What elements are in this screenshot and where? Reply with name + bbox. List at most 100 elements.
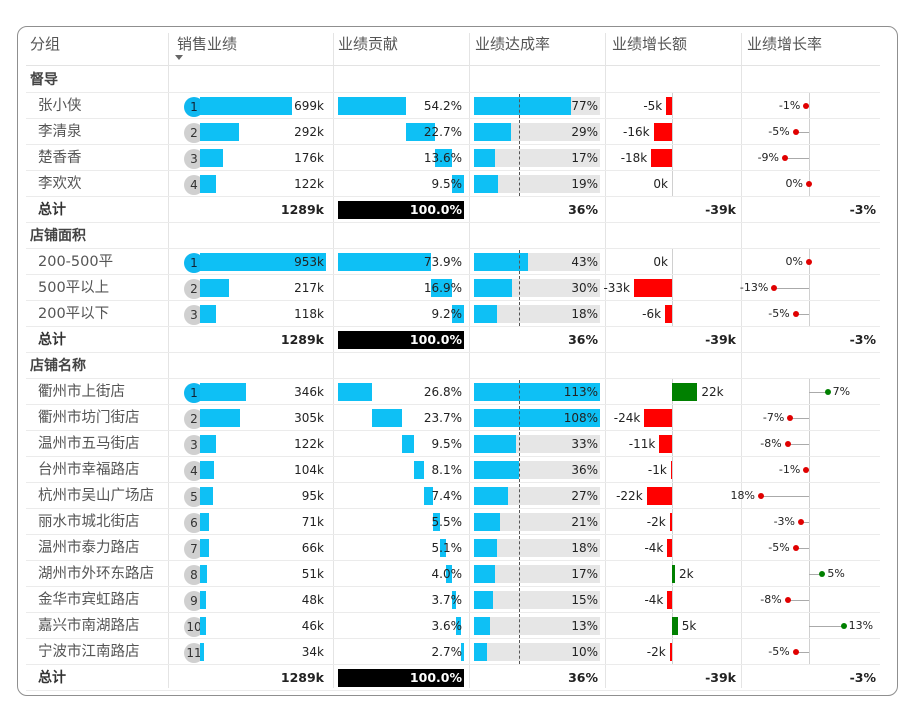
growth-value: 5k <box>681 619 697 633</box>
achievement-target-line <box>519 562 521 586</box>
achievement-track <box>474 643 600 661</box>
sales-value: 48k <box>301 593 324 607</box>
header-group[interactable]: 分组 <box>30 35 61 53</box>
rate-zero-line <box>809 405 810 431</box>
row-divider <box>26 300 880 301</box>
row-name: 200平以下 <box>38 306 110 322</box>
contribution-value: 5.5% <box>431 515 463 529</box>
table-row[interactable]: 温州市泰力路店 7 66k 5.1% 18% -4k -5% <box>26 535 880 561</box>
table-row[interactable]: 嘉兴市南湖路店 10 46k 3.6% 13% 5k 13% <box>26 613 880 639</box>
achievement-bar <box>474 97 572 115</box>
achievement-bar <box>474 383 600 401</box>
contribution-bar <box>446 565 452 583</box>
sales-bar <box>200 487 213 505</box>
sales-value: 122k <box>294 177 324 191</box>
row-divider <box>26 144 880 145</box>
contribution-bar <box>440 539 447 557</box>
sales-bar <box>200 123 239 141</box>
header-contribution[interactable]: 业绩贡献 <box>338 35 399 53</box>
row-divider <box>26 404 880 405</box>
achievement-target-line <box>519 146 521 170</box>
table-row[interactable]: 衢州市上街店 1 346k 26.8% 113% 22k 7% <box>26 379 880 405</box>
rate-value: -5% <box>768 307 790 320</box>
table-row[interactable]: 金华市宾虹路店 9 48k 3.7% 15% -4k -8% <box>26 587 880 613</box>
growth-bar <box>667 539 672 557</box>
table-row[interactable]: 温州市五马街店 3 122k 9.5% 33% -11k -8% <box>26 431 880 457</box>
row-divider <box>26 222 880 223</box>
table-row[interactable]: 楚香香 3 176k 13.6% 17% -18k -9% <box>26 145 880 171</box>
growth-zero-line <box>672 587 673 613</box>
column-divider <box>469 33 470 688</box>
header-growth-amount[interactable]: 业绩增长额 <box>612 35 688 53</box>
rate-value: 0% <box>785 177 803 190</box>
row-name: 温州市泰力路店 <box>38 540 140 556</box>
total-rate: -3% <box>849 670 876 685</box>
achievement-value: 108% <box>563 411 598 425</box>
total-contribution-bar <box>338 669 464 687</box>
header-growth-rate[interactable]: 业绩增长率 <box>747 35 823 53</box>
rate-dot <box>792 129 799 135</box>
table-row[interactable]: 500平以上 2 217k 16.9% 30% -33k -13% <box>26 275 880 301</box>
sales-bar <box>200 461 214 479</box>
achievement-bar <box>474 149 496 167</box>
table-row[interactable]: 李欢欢 4 122k 9.5% 19% 0k 0% <box>26 171 880 197</box>
contribution-value: 3.7% <box>431 593 463 607</box>
rate-dot <box>771 285 778 291</box>
achievement-target-line <box>519 458 521 482</box>
achievement-target-line <box>519 536 521 560</box>
table-row[interactable]: 衢州市坊门街店 2 305k 23.7% 108% -24k -7% <box>26 405 880 431</box>
rate-dot <box>798 519 804 525</box>
sales-value: 95k <box>301 489 324 503</box>
achievement-track <box>474 513 600 531</box>
table-row[interactable]: 200-500平 1 953k 73.9% 43% 0k 0% <box>26 249 880 275</box>
sales-bar <box>200 279 229 297</box>
row-name: 衢州市坊门街店 <box>38 410 140 426</box>
sort-desc-icon[interactable] <box>175 55 183 60</box>
row-divider <box>26 326 880 327</box>
table-row[interactable]: 200平以下 3 118k 9.2% 18% -6k -5% <box>26 301 880 327</box>
sales-bar <box>200 149 224 167</box>
header-sales[interactable]: 销售业绩 <box>177 35 238 53</box>
contribution-bar <box>423 487 434 505</box>
table-row[interactable]: 宁波市江南路店 11 34k 2.7% 10% -2k -5% <box>26 639 880 665</box>
rank-badge: 2 <box>184 409 204 429</box>
table-row[interactable]: 丽水市城北街店 6 71k 5.5% 21% -2k -3% <box>26 509 880 535</box>
sales-bar <box>200 513 210 531</box>
group-header-row: 督导 <box>26 67 880 93</box>
rate-stem <box>801 522 809 523</box>
growth-value: -33k <box>603 281 630 295</box>
table-row[interactable]: 李清泉 2 292k 22.7% 29% -16k -5% <box>26 119 880 145</box>
achievement-target-line <box>519 588 521 612</box>
rank-badge: 4 <box>184 175 204 195</box>
achievement-value: 15% <box>571 593 598 607</box>
table-row[interactable]: 杭州市吴山广场店 5 95k 7.4% 27% -22k 18% <box>26 483 880 509</box>
sales-value: 292k <box>294 125 324 139</box>
row-divider <box>26 248 880 249</box>
header-achievement-rate[interactable]: 业绩达成率 <box>475 35 551 53</box>
table-row[interactable]: 台州市幸福路店 4 104k 8.1% 36% -1k -1% <box>26 457 880 483</box>
rate-stem <box>787 600 809 601</box>
sales-value: 346k <box>294 385 324 399</box>
sales-bar <box>200 539 209 557</box>
achievement-target-line <box>519 406 521 430</box>
growth-bar <box>667 591 672 609</box>
rate-zero-line <box>809 431 810 457</box>
achievement-target-line <box>519 380 521 404</box>
table-row[interactable]: 湖州市外环东路店 8 51k 4.0% 17% 2k 5% <box>26 561 880 587</box>
row-divider <box>26 456 880 457</box>
contribution-bar <box>338 97 407 115</box>
rate-stem <box>785 158 809 159</box>
rate-zero-line <box>809 93 810 119</box>
achievement-value: 33% <box>571 437 598 451</box>
achievement-value: 13% <box>571 619 598 633</box>
group-header-row: 店铺面积 <box>26 223 880 249</box>
achievement-bar <box>474 305 497 323</box>
rate-stem <box>761 496 809 497</box>
row-divider <box>26 612 880 613</box>
contribution-bar <box>401 435 414 453</box>
total-achievement: 36% <box>568 202 598 217</box>
rank-badge: 1 <box>184 97 204 117</box>
rate-dot <box>840 623 847 629</box>
table-row[interactable]: 张小侠 1 699k 54.2% 77% -5k -1% <box>26 93 880 119</box>
achievement-track <box>474 591 600 609</box>
